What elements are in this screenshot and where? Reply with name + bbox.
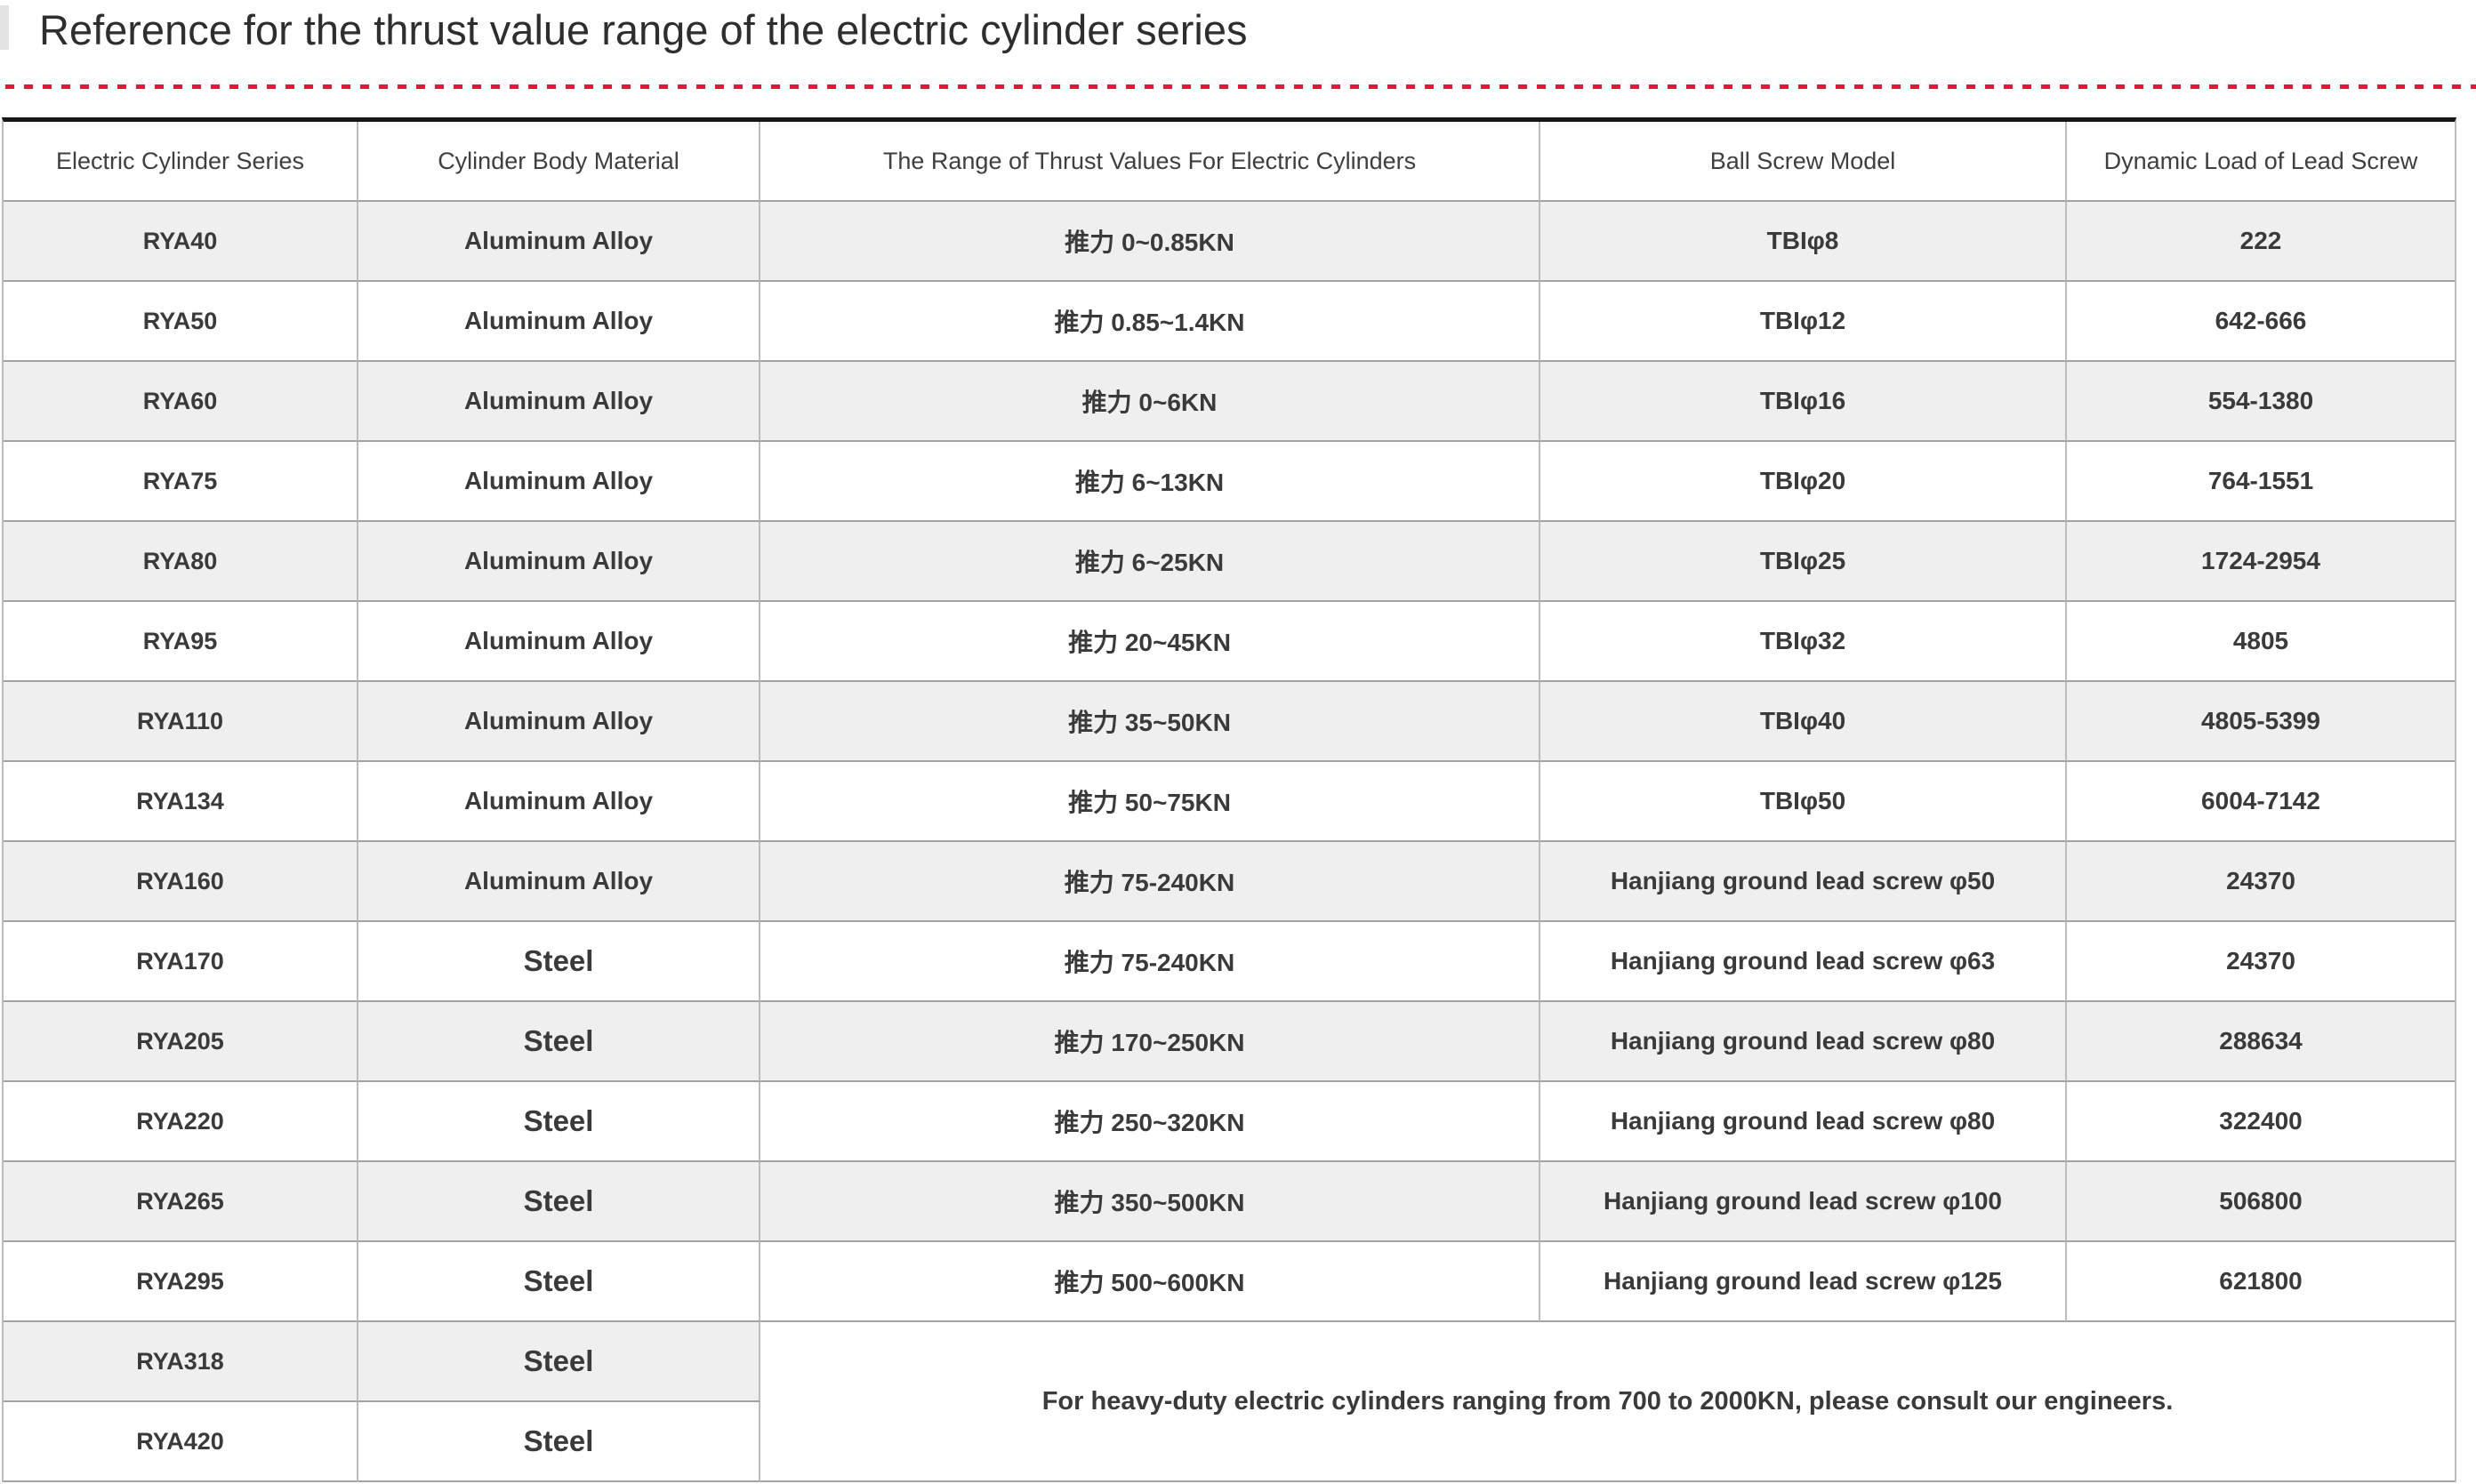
cell-material: Steel	[358, 1322, 760, 1402]
cell-ball-screw-model: TBIφ8	[1540, 202, 2067, 282]
cell-series: RYA95	[4, 602, 358, 682]
cell-material: Aluminum Alloy	[358, 362, 760, 442]
cell-series: RYA295	[4, 1242, 358, 1322]
cell-ball-screw-model: Hanjiang ground lead screw φ80	[1540, 1002, 2067, 1082]
cell-material: Steel	[358, 1162, 760, 1242]
cell-dynamic-load: 288634	[2067, 1002, 2455, 1082]
cell-ball-screw-model: TBIφ40	[1540, 682, 2067, 762]
cell-ball-screw-model: TBIφ50	[1540, 762, 2067, 842]
cell-material: Steel	[358, 1242, 760, 1322]
cell-ball-screw-model: TBIφ25	[1540, 522, 2067, 602]
cell-dynamic-load: 222	[2067, 202, 2455, 282]
left-edge-artifact	[0, 5, 9, 50]
cell-ball-screw-model: Hanjiang ground lead screw φ125	[1540, 1242, 2067, 1322]
cell-series: RYA220	[4, 1082, 358, 1162]
cell-material: Steel	[358, 1002, 760, 1082]
cell-series: RYA110	[4, 682, 358, 762]
cell-thrust-range: 推力 6~25KN	[760, 522, 1540, 602]
cell-thrust-range: 推力 250~320KN	[760, 1082, 1540, 1162]
cell-thrust-range: 推力 350~500KN	[760, 1162, 1540, 1242]
cell-thrust-range: 推力 75-240KN	[760, 922, 1540, 1002]
cell-ball-screw-model: TBIφ16	[1540, 362, 2067, 442]
cell-thrust-range: 推力 0.85~1.4KN	[760, 282, 1540, 362]
cell-ball-screw-model: TBIφ32	[1540, 602, 2067, 682]
cell-dynamic-load: 322400	[2067, 1082, 2455, 1162]
cell-dynamic-load: 764-1551	[2067, 442, 2455, 522]
cell-dynamic-load: 642-666	[2067, 282, 2455, 362]
cell-series: RYA134	[4, 762, 358, 842]
cell-material: Aluminum Alloy	[358, 522, 760, 602]
cell-dynamic-load: 24370	[2067, 842, 2455, 922]
cell-series: RYA50	[4, 282, 358, 362]
cell-series: RYA420	[4, 1402, 358, 1482]
cell-thrust-range: 推力 6~13KN	[760, 442, 1540, 522]
cell-thrust-range: 推力 170~250KN	[760, 1002, 1540, 1082]
cell-dynamic-load: 6004-7142	[2067, 762, 2455, 842]
column-header-thrust-range: The Range of Thrust Values For Electric …	[760, 122, 1540, 202]
thrust-reference-table: Electric Cylinder Series Cylinder Body M…	[2, 117, 2456, 1482]
cell-ball-screw-model: TBIφ20	[1540, 442, 2067, 522]
cell-series: RYA40	[4, 202, 358, 282]
cell-material: Steel	[358, 1082, 760, 1162]
cell-material: Aluminum Alloy	[358, 442, 760, 522]
column-header-material: Cylinder Body Material	[358, 122, 760, 202]
page-title: Reference for the thrust value range of …	[39, 6, 1248, 53]
cell-ball-screw-model: Hanjiang ground lead screw φ80	[1540, 1082, 2067, 1162]
cell-thrust-range: 推力 75-240KN	[760, 842, 1540, 922]
column-header-series: Electric Cylinder Series	[4, 122, 358, 202]
cell-series: RYA318	[4, 1322, 358, 1402]
heavy-duty-consult-note: For heavy-duty electric cylinders rangin…	[760, 1322, 2455, 1482]
cell-dynamic-load: 506800	[2067, 1162, 2455, 1242]
cell-ball-screw-model: Hanjiang ground lead screw φ100	[1540, 1162, 2067, 1242]
cell-ball-screw-model: Hanjiang ground lead screw φ50	[1540, 842, 2067, 922]
cell-thrust-range: 推力 0~6KN	[760, 362, 1540, 442]
cell-material: Aluminum Alloy	[358, 762, 760, 842]
cell-thrust-range: 推力 35~50KN	[760, 682, 1540, 762]
cell-series: RYA170	[4, 922, 358, 1002]
divider-dashed-line	[5, 84, 2476, 89]
cell-dynamic-load: 4805	[2067, 602, 2455, 682]
cell-material: Aluminum Alloy	[358, 602, 760, 682]
cell-thrust-range: 推力 500~600KN	[760, 1242, 1540, 1322]
cell-dynamic-load: 554-1380	[2067, 362, 2455, 442]
cell-ball-screw-model: TBIφ12	[1540, 282, 2067, 362]
cell-material: Aluminum Alloy	[358, 842, 760, 922]
cell-material: Aluminum Alloy	[358, 282, 760, 362]
cell-material: Aluminum Alloy	[358, 682, 760, 762]
cell-series: RYA75	[4, 442, 358, 522]
cell-ball-screw-model: Hanjiang ground lead screw φ63	[1540, 922, 2067, 1002]
cell-series: RYA160	[4, 842, 358, 922]
cell-dynamic-load: 1724-2954	[2067, 522, 2455, 602]
cell-thrust-range: 推力 50~75KN	[760, 762, 1540, 842]
column-header-dynamic-load: Dynamic Load of Lead Screw	[2067, 122, 2455, 202]
cell-dynamic-load: 621800	[2067, 1242, 2455, 1322]
cell-material: Aluminum Alloy	[358, 202, 760, 282]
cell-series: RYA205	[4, 1002, 358, 1082]
cell-dynamic-load: 24370	[2067, 922, 2455, 1002]
cell-material: Steel	[358, 922, 760, 1002]
cell-thrust-range: 推力 0~0.85KN	[760, 202, 1540, 282]
cell-dynamic-load: 4805-5399	[2067, 682, 2455, 762]
cell-series: RYA265	[4, 1162, 358, 1242]
cell-series: RYA60	[4, 362, 358, 442]
cell-thrust-range: 推力 20~45KN	[760, 602, 1540, 682]
cell-material: Steel	[358, 1402, 760, 1482]
column-header-ball-screw: Ball Screw Model	[1540, 122, 2067, 202]
cell-series: RYA80	[4, 522, 358, 602]
